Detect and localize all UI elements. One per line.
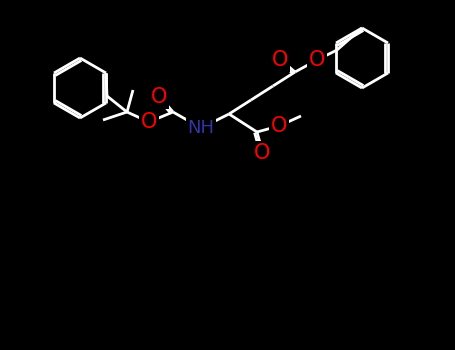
Text: O: O (151, 87, 167, 107)
Text: O: O (141, 112, 157, 132)
Text: O: O (272, 50, 288, 70)
Text: O: O (271, 116, 287, 136)
Text: NH: NH (187, 119, 214, 137)
Text: O: O (254, 143, 270, 163)
Text: O: O (309, 50, 325, 70)
